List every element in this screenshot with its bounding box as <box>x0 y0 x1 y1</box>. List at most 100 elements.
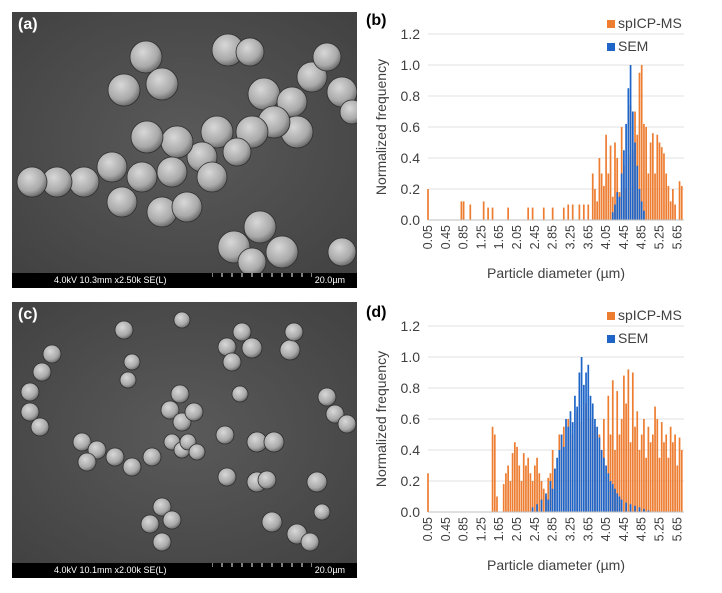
bar <box>527 457 530 512</box>
x-tick-label: 2.85 <box>546 517 560 541</box>
sem-background <box>12 302 357 563</box>
bar <box>660 422 663 512</box>
y-tick-label: 0.4 <box>401 442 421 458</box>
bar <box>565 419 567 512</box>
bar <box>651 434 654 512</box>
x-tick-label: 2.45 <box>528 225 542 249</box>
bar <box>672 442 674 512</box>
particle <box>313 503 331 521</box>
y-tick-label: 0.6 <box>401 119 421 135</box>
bar <box>672 189 674 220</box>
bar <box>627 88 630 220</box>
x-tick-label: 1.65 <box>492 225 506 249</box>
bar <box>645 127 648 220</box>
bar <box>678 437 681 512</box>
bar <box>631 111 634 220</box>
bar <box>658 457 661 512</box>
bar <box>547 477 550 512</box>
bar <box>582 204 585 220</box>
particle <box>217 467 237 487</box>
x-tick-label: 5.65 <box>670 517 684 541</box>
bar <box>562 446 565 512</box>
x-tick-label: 0.05 <box>421 225 435 249</box>
x-tick-label: 5.25 <box>653 517 667 541</box>
particle <box>235 37 265 67</box>
particle <box>317 387 337 407</box>
bar <box>654 173 656 220</box>
bar <box>469 204 472 220</box>
x-tick-label: 0.85 <box>457 517 471 541</box>
bar <box>502 484 505 512</box>
x-tick-label: 0.05 <box>421 517 435 541</box>
bar <box>427 189 429 220</box>
bar <box>663 153 665 220</box>
legend-entry: spICP-MS <box>618 307 682 323</box>
sem-scale-label-c: 20.0µm <box>314 565 345 575</box>
bar <box>518 465 521 512</box>
bar <box>616 192 619 220</box>
bar <box>482 201 485 220</box>
x-tick-label: 4.85 <box>635 517 649 541</box>
particle <box>160 400 180 420</box>
particle <box>72 432 92 452</box>
x-tick-label: 4.05 <box>599 225 613 249</box>
x-tick-label: 4.85 <box>635 225 649 249</box>
bar <box>538 473 541 512</box>
bar <box>576 406 578 512</box>
x-tick-label: 0.85 <box>457 225 471 249</box>
y-tick-label: 0.6 <box>401 411 421 427</box>
particle <box>200 115 234 149</box>
bar <box>591 173 594 220</box>
bar <box>534 465 536 512</box>
sem-acquisition-info-c: 4.0kV 10.1mm x2.00k SE(L) <box>54 565 167 575</box>
bar <box>629 504 632 512</box>
histogram-b-plot: 0.0 0.2 0.4 0.6 0.8 1.0 1.2 0.05 0.45 0.85 1.25 1.6… <box>373 15 684 281</box>
bar <box>582 384 585 512</box>
x-tick-label: 0.45 <box>439 225 453 249</box>
bar <box>460 201 463 220</box>
bar <box>649 442 652 512</box>
bar <box>638 189 641 220</box>
bar <box>547 499 550 512</box>
bar <box>536 504 538 512</box>
bar <box>665 434 668 512</box>
bar <box>618 496 621 512</box>
bar <box>656 419 659 512</box>
histogram-d-plot: 0.0 0.2 0.4 0.6 0.8 1.0 1.2 0.05 0.45 0.85 1.25 1.6… <box>373 307 684 573</box>
bar <box>491 207 494 220</box>
bar <box>549 481 552 512</box>
bar <box>551 207 554 220</box>
particle <box>171 191 203 223</box>
bar <box>574 395 576 512</box>
bar <box>636 165 639 220</box>
bar <box>558 450 561 512</box>
particle <box>263 431 285 453</box>
x-tick-label: 5.25 <box>653 225 667 249</box>
bar <box>674 204 676 220</box>
bar <box>556 457 558 512</box>
particle <box>122 457 142 477</box>
bar <box>616 391 619 512</box>
bar <box>600 173 603 220</box>
bar <box>625 123 627 220</box>
bar <box>545 493 547 512</box>
bar <box>611 212 614 220</box>
bar <box>665 173 668 220</box>
bar <box>427 473 429 512</box>
particle <box>160 125 194 159</box>
particle <box>215 425 235 445</box>
y-tick-label: 0.0 <box>401 212 421 228</box>
bar <box>611 196 614 220</box>
bar <box>643 123 645 220</box>
x-tick-label: 3.65 <box>581 517 595 541</box>
bar <box>669 426 672 512</box>
bar <box>509 481 512 512</box>
bar <box>594 189 596 220</box>
particle <box>241 337 263 359</box>
particle <box>152 532 172 552</box>
bar <box>623 375 625 512</box>
y-tick-label: 0.2 <box>401 473 421 489</box>
bar <box>631 372 634 512</box>
x-tick-label: 2.45 <box>528 517 542 541</box>
bar <box>505 473 507 512</box>
